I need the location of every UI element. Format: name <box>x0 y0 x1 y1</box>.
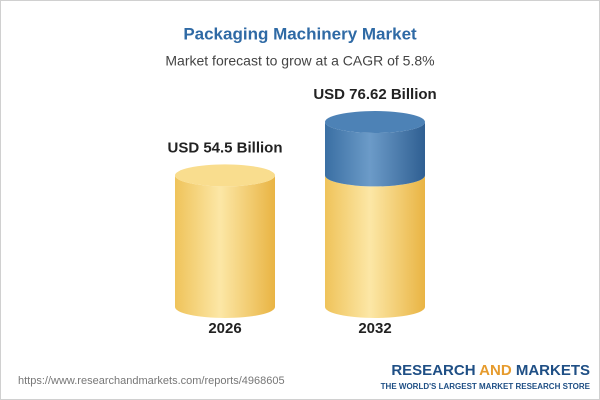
cylinder-base <box>325 175 425 318</box>
logo-word: AND <box>479 362 512 379</box>
cylinder-top <box>175 164 275 187</box>
logo-tagline: THE WORLD'S LARGEST MARKET RESEARCH STOR… <box>381 382 591 391</box>
logo: RESEARCH AND MARKETS <box>391 362 590 379</box>
logo-word: RESEARCH <box>391 362 475 379</box>
cylinder-body <box>175 175 275 318</box>
logo-word: MARKETS <box>516 362 590 379</box>
source-url: https://www.researchandmarkets.com/repor… <box>18 375 285 387</box>
x-tick-label: 2026 <box>208 320 241 337</box>
value-label: USD 54.5 Billion <box>167 139 282 156</box>
x-tick-label: 2032 <box>358 320 391 337</box>
cylinder-top <box>325 111 425 133</box>
cylinder-growth <box>325 122 425 187</box>
chart-title: Packaging Machinery Market <box>183 24 417 43</box>
value-label: USD 76.62 Billion <box>313 86 436 103</box>
chart-subtitle: Market forecast to grow at a CAGR of 5.8… <box>165 53 434 69</box>
